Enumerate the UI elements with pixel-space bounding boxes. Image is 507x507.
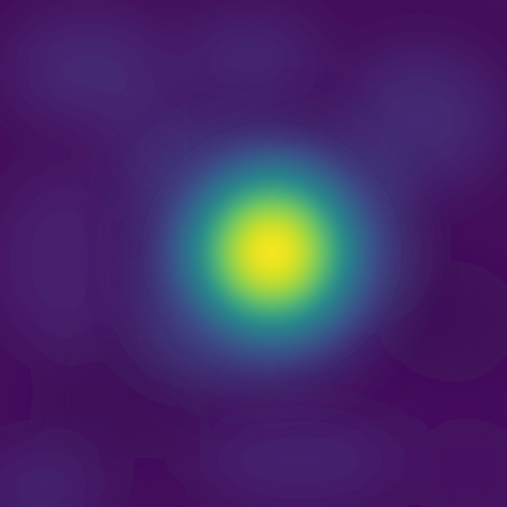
bright-peak: [152, 132, 392, 372]
